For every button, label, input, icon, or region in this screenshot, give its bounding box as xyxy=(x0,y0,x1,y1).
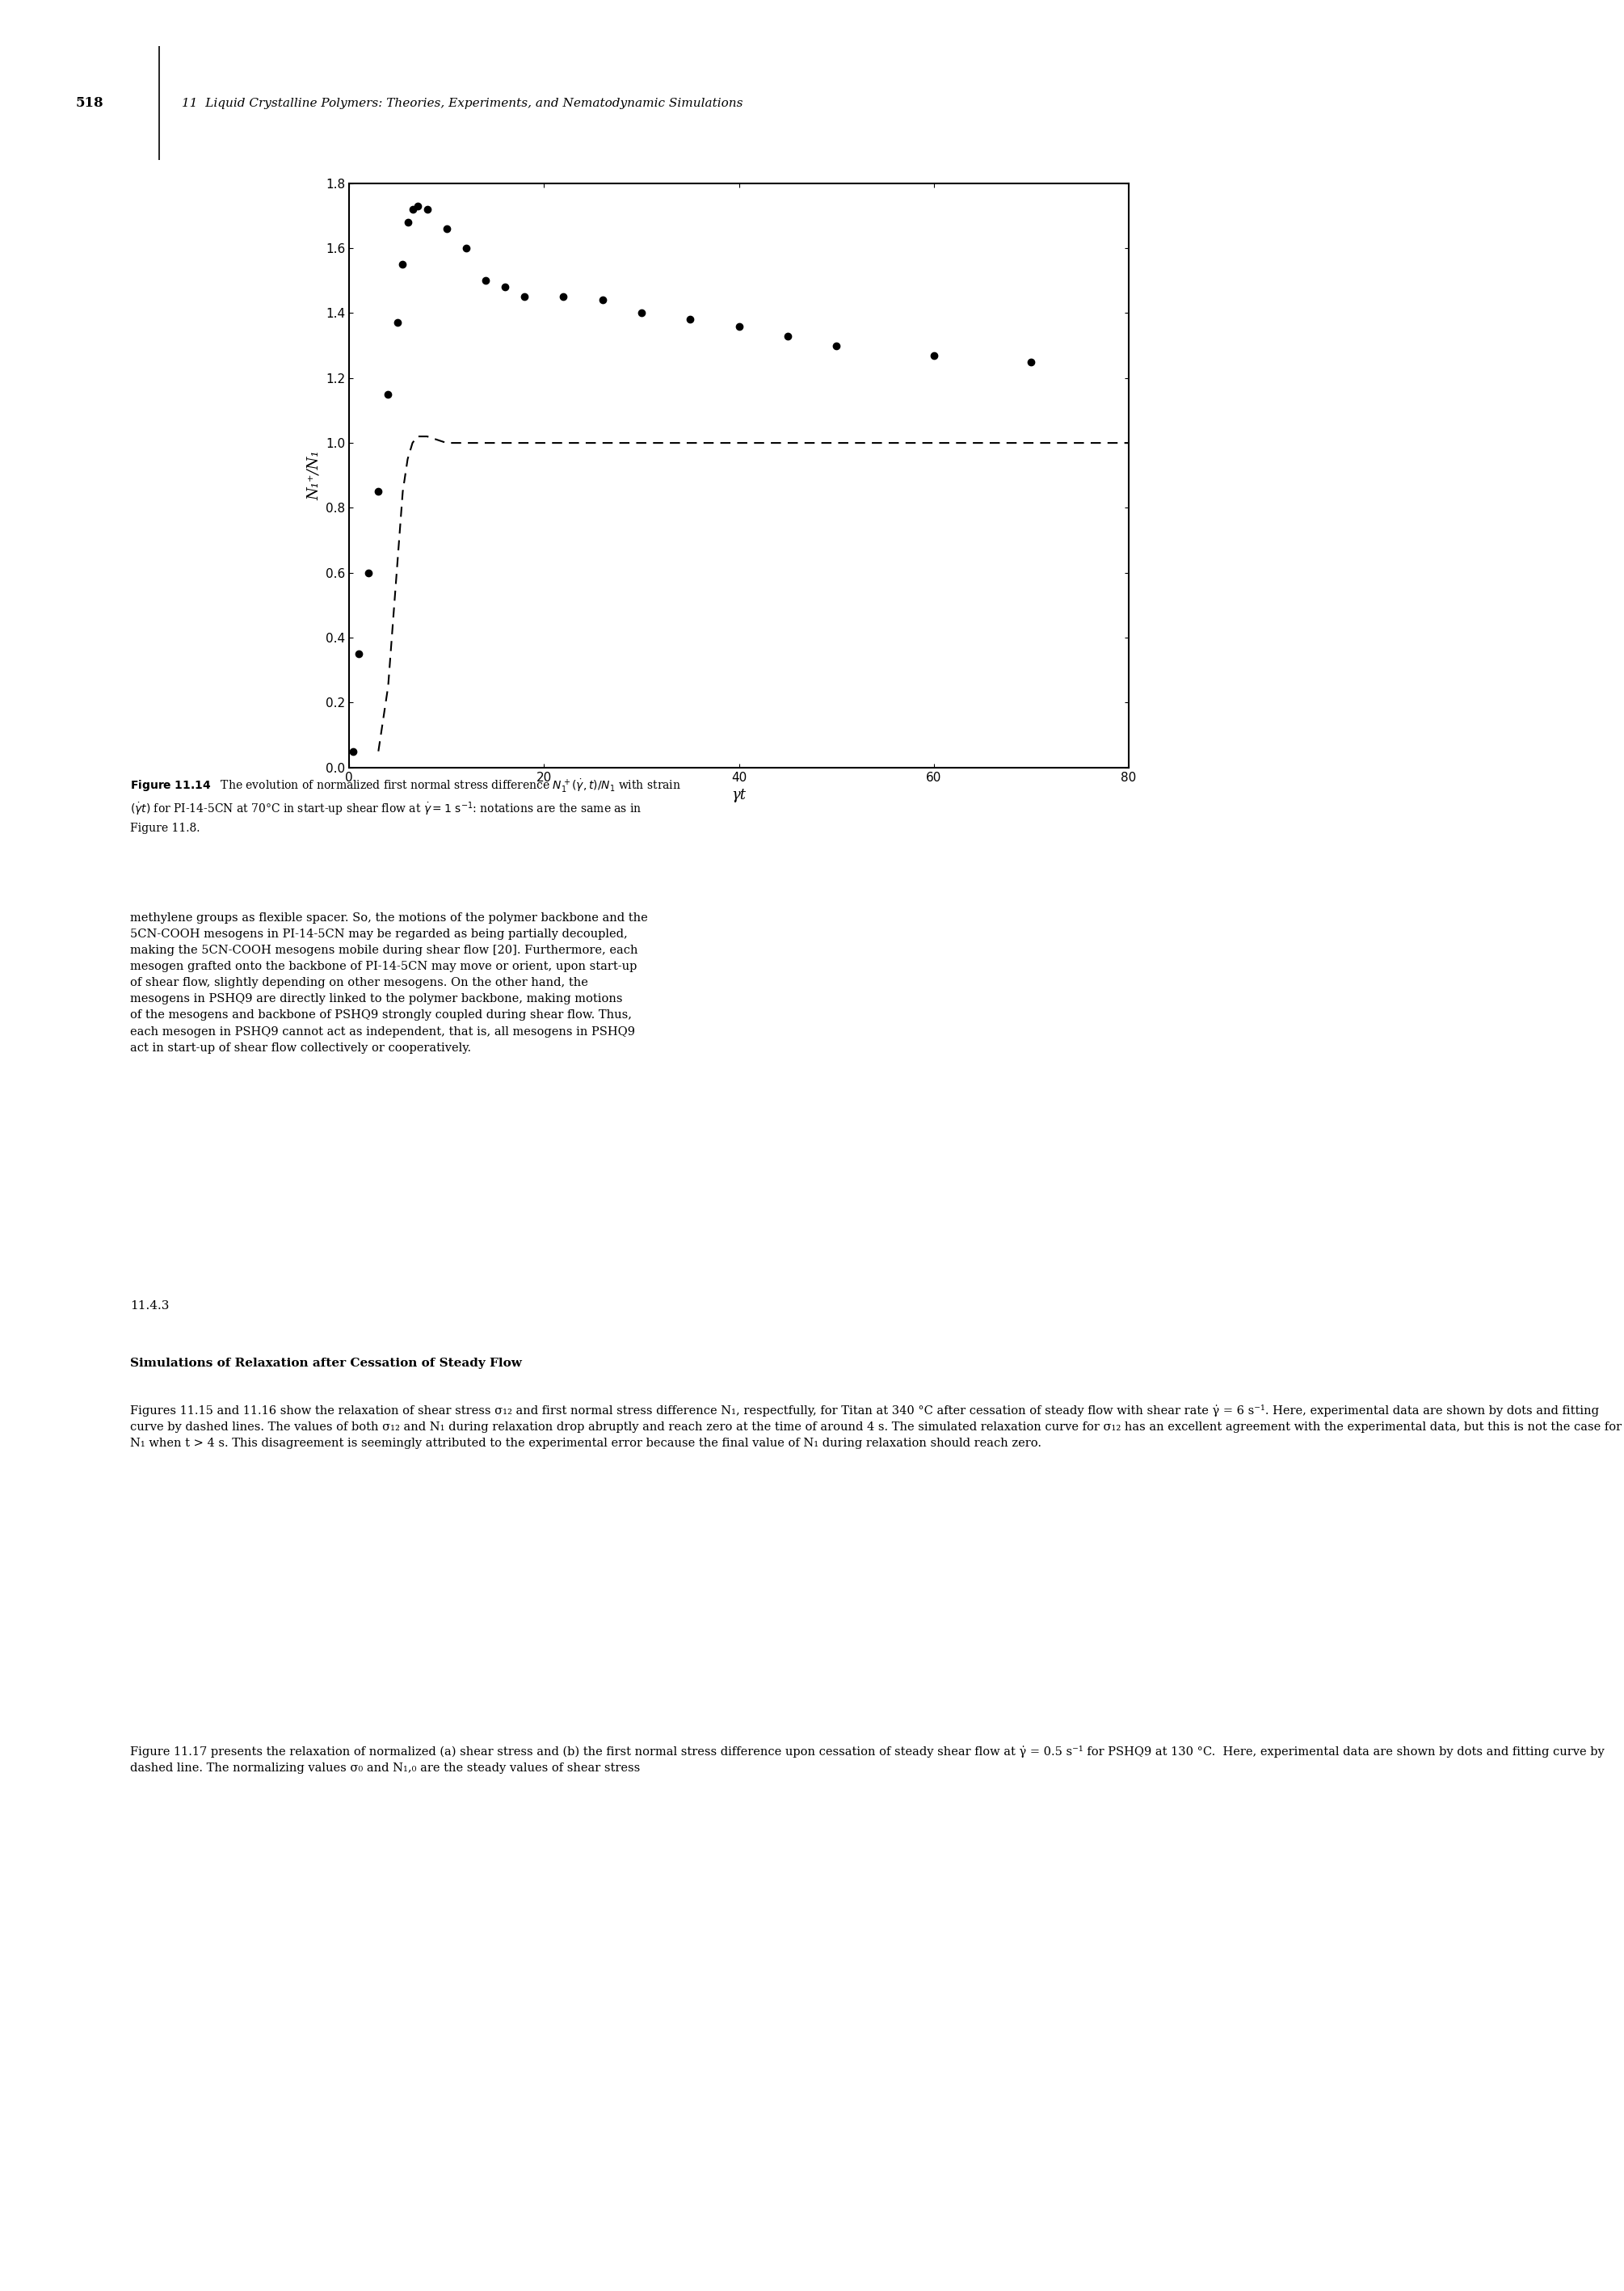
Text: 11.4.3: 11.4.3 xyxy=(130,1299,169,1310)
Text: methylene groups as flexible spacer. So, the motions of the polymer backbone and: methylene groups as flexible spacer. So,… xyxy=(130,912,648,1054)
Text: Figure 11.17 presents the relaxation of normalized (a) shear stress and (b) the : Figure 11.17 presents the relaxation of … xyxy=(130,1746,1605,1773)
Text: Simulations of Relaxation after Cessation of Steady Flow: Simulations of Relaxation after Cessatio… xyxy=(130,1356,521,1368)
Text: $\bf{Figure\ 11.14}$   The evolution of normalized first normal stress differenc: $\bf{Figure\ 11.14}$ The evolution of no… xyxy=(130,777,680,834)
Text: Figures 11.15 and 11.16 show the relaxation of shear stress σ₁₂ and first normal: Figures 11.15 and 11.16 show the relaxat… xyxy=(130,1404,1621,1448)
Y-axis label: N₁⁺/N₁: N₁⁺/N₁ xyxy=(307,451,322,499)
X-axis label: γt: γt xyxy=(732,788,745,802)
Text: 11  Liquid Crystalline Polymers: Theories, Experiments, and Nematodynamic Simula: 11 Liquid Crystalline Polymers: Theories… xyxy=(182,99,744,108)
Text: 518: 518 xyxy=(75,96,104,110)
